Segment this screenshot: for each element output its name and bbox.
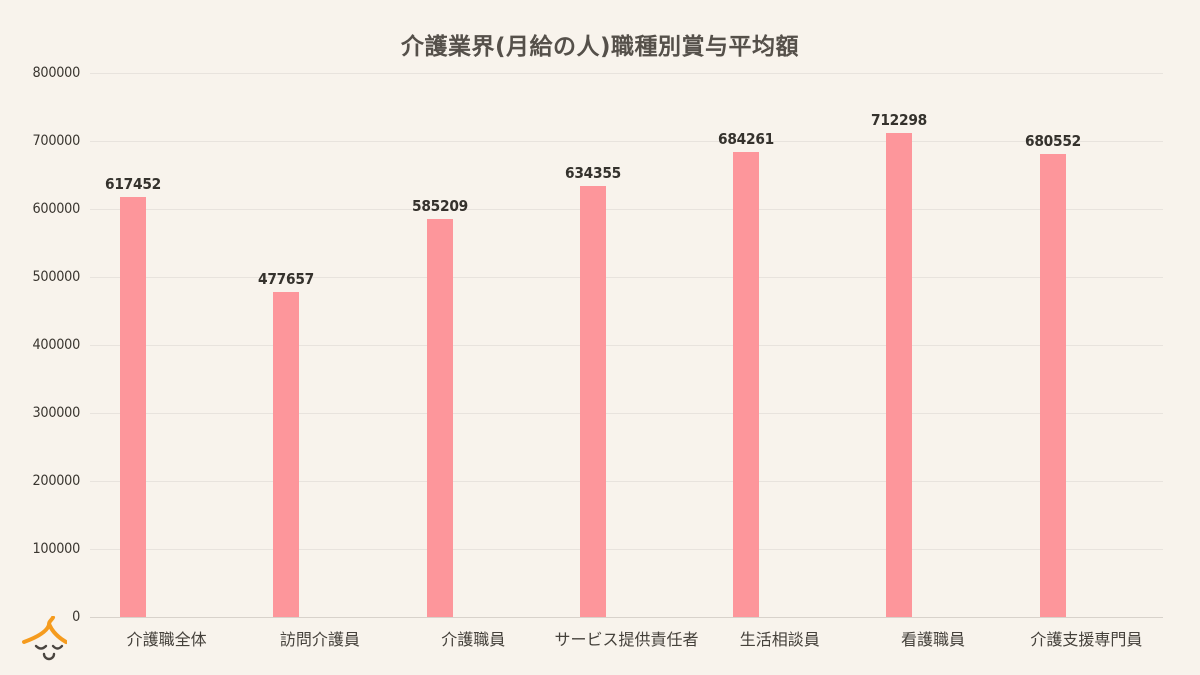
bar: [886, 132, 913, 617]
y-axis-tick-label: 300000: [32, 405, 80, 421]
mascot-hair-right: [47, 623, 67, 644]
y-axis-tick-label: 200000: [32, 473, 80, 489]
bar: [733, 151, 760, 617]
y-axis-tick-label: 600000: [32, 201, 80, 217]
bar: [120, 197, 146, 617]
mascot-face-icon: [22, 616, 67, 661]
x-axis-label: 介護職全体: [126, 630, 207, 649]
bar-value-label: 712298: [871, 110, 928, 129]
bar-value-label: 585209: [411, 197, 468, 216]
bar: [1039, 154, 1066, 617]
gridline: [90, 73, 1163, 74]
mascot-left-eye: [34, 644, 48, 650]
bar: [273, 292, 300, 617]
gridline: [90, 141, 1163, 142]
mascot-right-eye: [51, 644, 64, 650]
y-axis-tick-label: 500000: [32, 269, 80, 285]
mascot-mouth: [42, 652, 56, 661]
gridline: [90, 345, 1163, 346]
gridline: [90, 481, 1163, 482]
mascot-hair-left: [22, 623, 51, 644]
bar-value-label: 634355: [564, 163, 621, 182]
bar: [579, 185, 606, 617]
gridline: [90, 413, 1163, 414]
y-axis-tick-label: 100000: [32, 541, 80, 557]
y-axis-tick-label: 700000: [32, 133, 80, 149]
x-axis-line: [90, 617, 1163, 618]
y-axis-tick-label: 400000: [32, 337, 80, 353]
x-axis-label: 訪問介護員: [279, 630, 360, 649]
y-axis-tick-label: 0: [72, 609, 80, 625]
x-axis-label: 介護支援専門員: [1030, 630, 1143, 649]
bar-value-label: 680552: [1024, 132, 1081, 151]
chart-title: 介護業界(月給の人)職種別賞与平均額: [400, 34, 800, 60]
x-axis-label: 生活相談員: [739, 630, 820, 649]
x-axis-label: 看護職員: [901, 630, 966, 649]
gridline: [90, 277, 1163, 278]
y-axis-tick-label: 800000: [32, 65, 80, 81]
bar-value-label: 684261: [718, 129, 775, 148]
x-axis-label: サービス提供責任者: [554, 630, 699, 649]
bar: [426, 219, 453, 617]
gridline: [90, 209, 1163, 210]
bar-value-label: 617452: [105, 175, 161, 194]
bar-value-label: 477657: [258, 270, 315, 289]
x-axis-label: 介護職員: [441, 630, 506, 649]
gridline: [90, 549, 1163, 550]
